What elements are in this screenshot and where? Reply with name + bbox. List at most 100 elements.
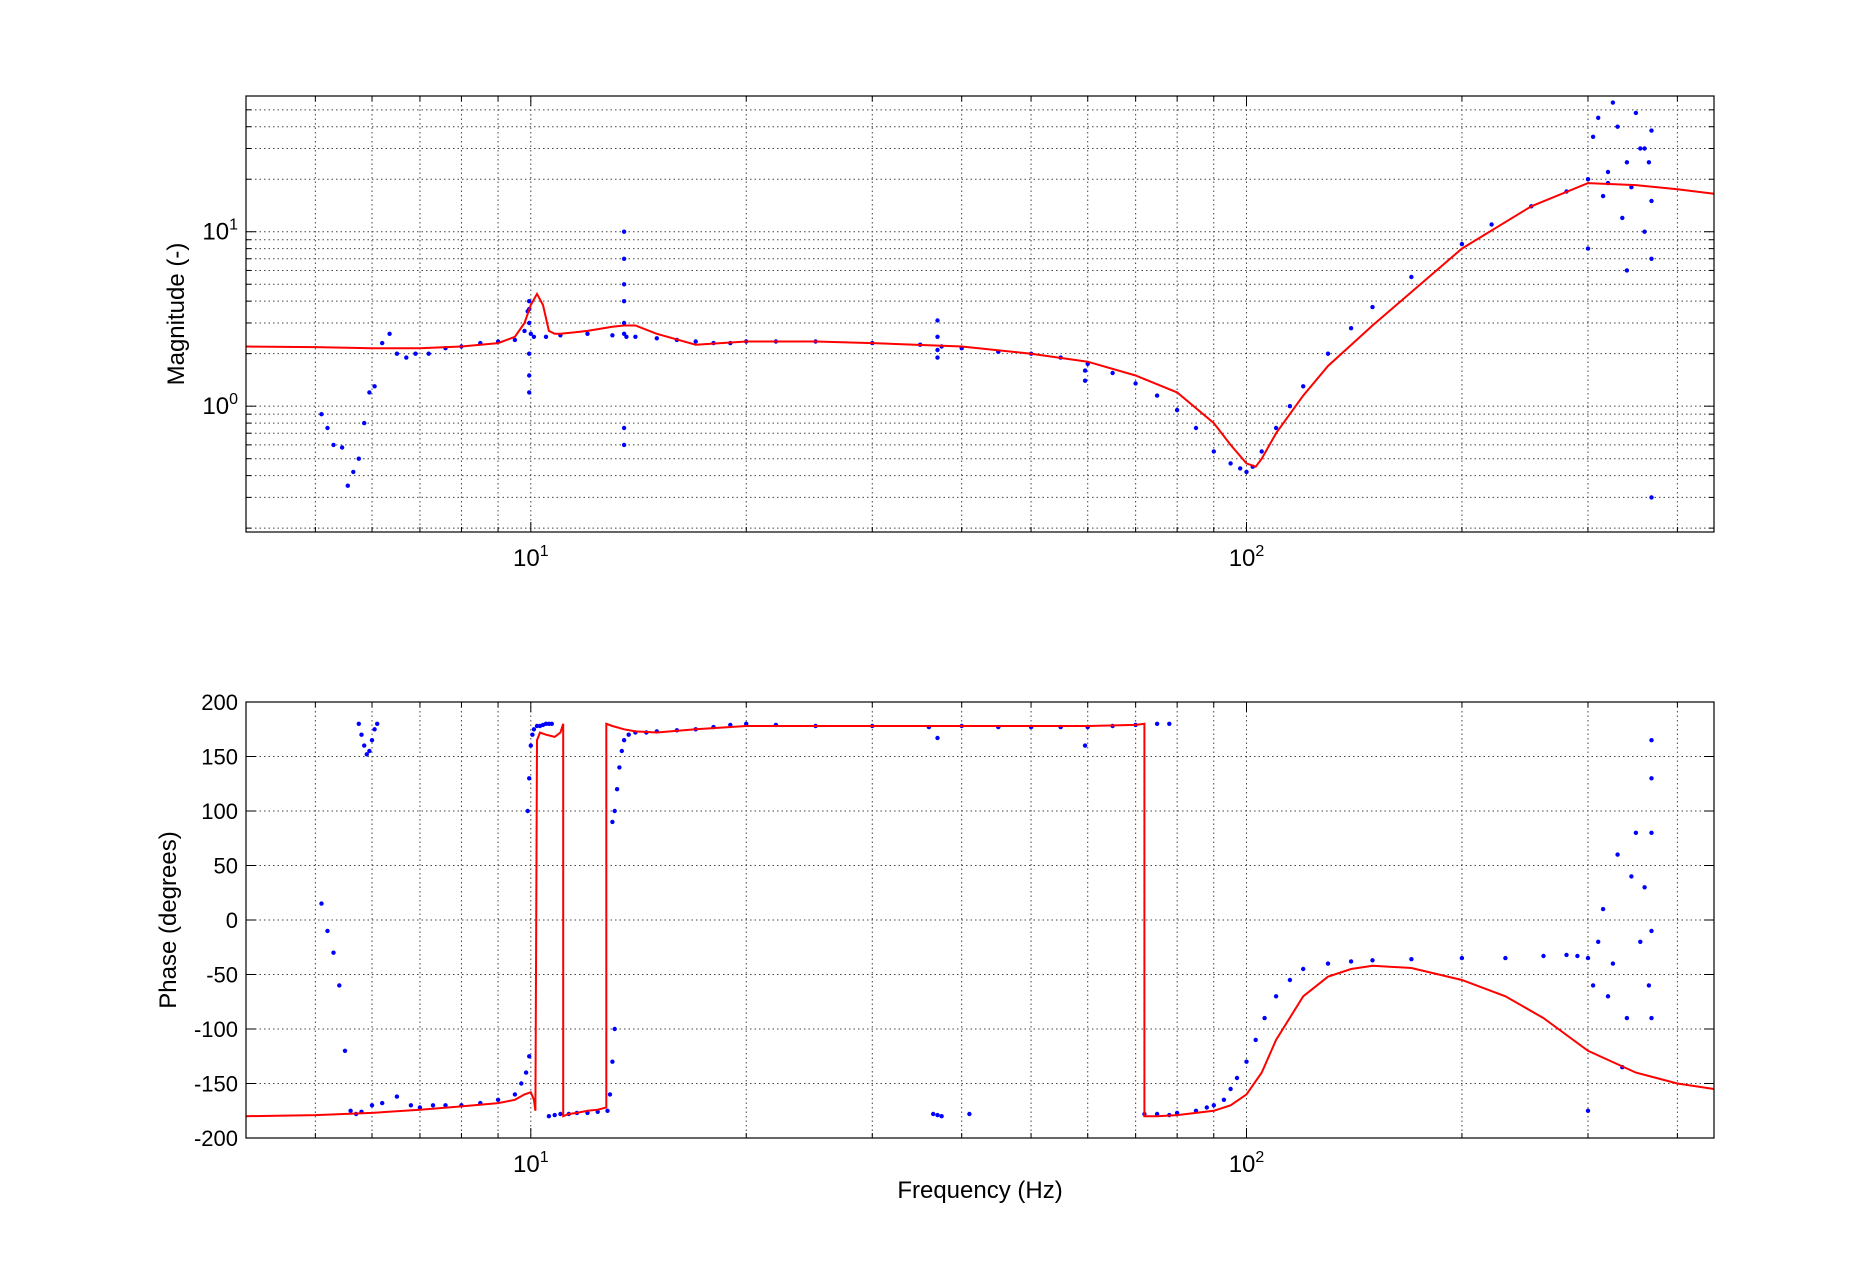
data-point [1154, 393, 1160, 398]
data-point [1600, 193, 1606, 199]
data-point [380, 1100, 385, 1106]
data-point [1624, 160, 1630, 165]
series-line-fit [246, 182, 1714, 468]
data-point [1629, 185, 1634, 190]
data-point [325, 928, 330, 934]
data-point [610, 1059, 615, 1064]
data-point [1642, 229, 1647, 234]
data-point [527, 390, 532, 395]
axes-frame [245, 95, 1715, 533]
data-point [610, 333, 615, 338]
data-point [387, 331, 392, 336]
data-point [339, 445, 345, 450]
data-point [546, 1114, 552, 1119]
data-point [621, 331, 627, 336]
data-point [1638, 939, 1643, 944]
series-points-measured [1142, 952, 1591, 1118]
y-tick-label: 50 [214, 854, 238, 879]
data-point [1082, 743, 1088, 748]
data-point [1649, 128, 1654, 133]
data-point [372, 384, 377, 389]
data-point [345, 483, 350, 488]
data-point [1082, 368, 1088, 373]
data-point [1633, 830, 1639, 835]
data-point [348, 1108, 353, 1114]
data-point [1228, 1086, 1233, 1092]
data-point [1649, 776, 1654, 781]
data-point [527, 351, 532, 356]
data-point [1238, 466, 1243, 471]
data-point [935, 347, 940, 353]
data-point [531, 334, 537, 339]
data-point [935, 355, 940, 360]
data-point [512, 337, 518, 343]
data-point [1624, 1015, 1630, 1021]
data-point [931, 1111, 936, 1117]
data-point [621, 425, 627, 431]
data-point [527, 776, 532, 781]
data-point [1348, 959, 1354, 964]
data-point [621, 229, 627, 234]
data-point [654, 336, 659, 341]
data-point [935, 334, 940, 339]
axes-panel-2: 101 102 200 150 100 50 0 -50 -100 -150 -200 Phase (… [155, 690, 1715, 1204]
series-points-measured [319, 146, 1647, 488]
series-points-measured [527, 100, 1654, 500]
data-point [967, 1111, 972, 1117]
data-point [1646, 160, 1652, 165]
data-point [621, 442, 627, 448]
tick-marks [245, 95, 1714, 532]
data-point [1234, 1075, 1240, 1081]
data-point [1409, 957, 1414, 962]
data-point [1228, 461, 1233, 466]
data-point [585, 331, 590, 336]
series-points-measured [356, 721, 380, 757]
data-point [1600, 906, 1606, 912]
data-point [612, 808, 617, 814]
data-point [404, 355, 409, 360]
data-point [1154, 1111, 1160, 1117]
data-point [1301, 384, 1306, 389]
data-point [528, 743, 533, 748]
data-point [612, 1026, 617, 1032]
data-point [1273, 425, 1279, 431]
y-tick-label: 150 [201, 745, 238, 770]
data-point [512, 1092, 518, 1097]
data-point [939, 1114, 944, 1119]
data-point [621, 256, 627, 261]
data-point [1082, 378, 1088, 383]
data-point [528, 331, 533, 336]
data-point [319, 901, 324, 906]
data-point [527, 320, 532, 326]
y-tick-label: 100 [201, 799, 238, 824]
data-point [522, 328, 527, 334]
data-point [1610, 100, 1616, 105]
data-point [617, 765, 622, 770]
plot-data [246, 721, 1714, 1119]
data-point [351, 469, 356, 475]
data-point [614, 787, 620, 792]
plot-data [246, 100, 1714, 500]
data-point [1253, 1037, 1258, 1043]
data-point [1605, 994, 1611, 999]
series-points-measured [931, 1111, 972, 1119]
data-point [525, 808, 530, 814]
data-point [531, 727, 537, 732]
data-point [693, 339, 698, 344]
plot-background [246, 96, 1714, 532]
data-point [375, 721, 380, 726]
data-point [362, 420, 367, 426]
series-points-measured [525, 721, 554, 814]
x-tick-label: 102 [1229, 1149, 1265, 1178]
data-point [1287, 404, 1293, 409]
x-tick-label: 102 [1229, 543, 1265, 572]
data-point [1409, 274, 1414, 280]
data-point [621, 738, 627, 743]
series-points-measured [607, 1026, 617, 1097]
data-point [1605, 169, 1611, 175]
data-point [430, 1103, 436, 1108]
data-point [633, 334, 638, 339]
axes-frame [245, 701, 1715, 1139]
data-point [1564, 952, 1569, 958]
data-point [1287, 977, 1293, 983]
